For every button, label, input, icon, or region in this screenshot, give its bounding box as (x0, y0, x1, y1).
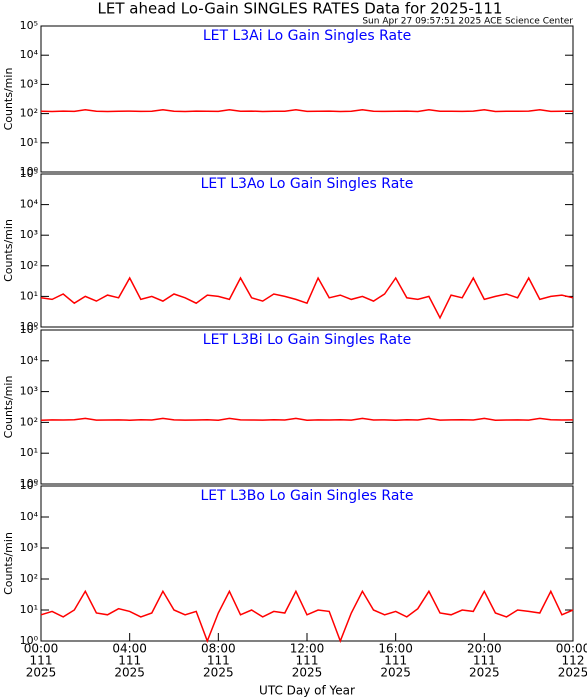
y-axis-label: Counts/min (2, 219, 15, 282)
x-tick-label: 00:00 (24, 642, 59, 656)
x-tick-day: 111 (296, 654, 319, 668)
y-tick-label: 10⁵ (20, 19, 38, 32)
x-tick-year: 2025 (558, 666, 587, 680)
chart-subtitle: Sun Apr 27 09:57:51 2025 ACE Science Cen… (362, 17, 573, 27)
y-tick-label: 10⁴ (20, 48, 39, 61)
y-tick-label: 10⁰ (20, 634, 39, 647)
y-tick-label: 10⁵ (20, 323, 38, 336)
x-tick-day: 111 (30, 654, 53, 668)
x-tick-label: 16:00 (378, 642, 413, 656)
y-tick-label: 10⁰ (20, 477, 39, 490)
y-tick-label: 10⁴ (20, 510, 39, 523)
data-line (40, 417, 574, 421)
x-tick-day: 111 (473, 654, 496, 668)
x-tick-day: 111 (207, 654, 230, 668)
plot-frame (40, 329, 574, 485)
x-tick-year: 2025 (114, 666, 145, 680)
y-tick-label: 10³ (20, 385, 38, 398)
panel-title: LET L3Bi Lo Gain Singles Rate (203, 332, 411, 348)
data-line (40, 276, 574, 320)
panel-title: LET L3Ai Lo Gain Singles Rate (203, 28, 411, 44)
data-line (40, 589, 574, 644)
x-tick-label: 20:00 (467, 642, 502, 656)
y-tick-label: 10⁴ (20, 354, 39, 367)
y-tick-label: 10² (20, 107, 38, 120)
y-tick-label: 10¹ (20, 289, 38, 302)
y-tick-label: 10⁰ (20, 320, 39, 333)
x-tick-day: 111 (384, 654, 407, 668)
y-tick-label: 10¹ (20, 446, 38, 459)
x-tick-day: 111 (118, 654, 141, 668)
x-tick-label: 00:00 (556, 642, 587, 656)
x-tick-day: 112 (562, 654, 585, 668)
y-tick-label: 10² (20, 572, 38, 585)
y-axis-label: Counts/min (2, 376, 15, 439)
y-tick-label: 10² (20, 259, 38, 272)
panel-title: LET L3Ao Lo Gain Singles Rate (201, 176, 414, 192)
x-tick-year: 2025 (203, 666, 234, 680)
x-tick-label: 04:00 (112, 642, 147, 656)
y-axis-label: Counts/min (2, 532, 15, 595)
y-tick-label: 10⁵ (20, 167, 38, 180)
plot-frame (40, 25, 574, 173)
y-tick-label: 10² (20, 415, 38, 428)
data-line (40, 109, 574, 113)
y-axis-label: Counts/min (2, 68, 15, 131)
x-tick-year: 2025 (26, 666, 57, 680)
y-tick-label: 10⁴ (20, 198, 39, 211)
x-tick-label: 12:00 (290, 642, 325, 656)
x-tick-year: 2025 (469, 666, 500, 680)
y-tick-label: 10¹ (20, 603, 38, 616)
chart-title: LET ahead Lo-Gain SINGLES RATES Data for… (98, 0, 503, 18)
plot-frame (40, 485, 574, 642)
panel-title: LET L3Bo Lo Gain Singles Rate (200, 488, 413, 504)
x-tick-year: 2025 (380, 666, 411, 680)
y-tick-label: 10³ (20, 77, 38, 90)
y-tick-label: 10⁰ (20, 165, 39, 178)
x-axis-label: UTC Day of Year (259, 684, 355, 698)
y-tick-label: 10⁵ (20, 479, 38, 492)
y-tick-label: 10³ (20, 228, 38, 241)
x-tick-label: 08:00 (201, 642, 236, 656)
y-tick-label: 10¹ (20, 136, 38, 149)
y-tick-label: 10³ (20, 541, 38, 554)
x-tick-year: 2025 (292, 666, 323, 680)
plot-frame (40, 173, 574, 328)
